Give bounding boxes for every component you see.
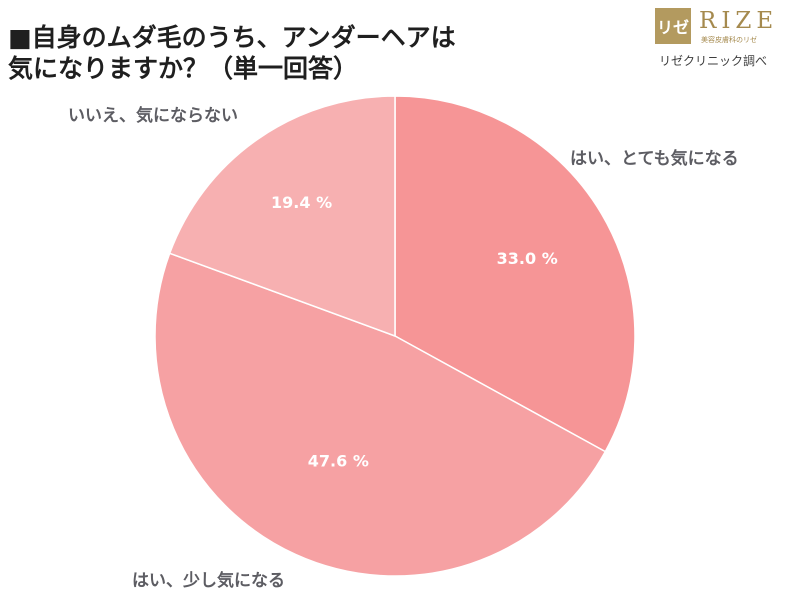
slice-value-label-2: 47.6 % — [308, 452, 369, 471]
rize-logo-subtitle: 美容皮膚科のリゼ — [701, 36, 757, 44]
chart-title-line-2: 気になりますか？（単一回答） — [8, 54, 359, 83]
slice-category-label-1: はい、とても気になる — [570, 148, 739, 169]
pie-slice-1 — [394, 95, 636, 453]
slice-value-label-1: 33.0 % — [497, 249, 558, 268]
chart-title-line-1: ■自身のムダ毛のうち、アンダーヘアは — [8, 23, 456, 52]
source-credit: リゼクリニック調べ — [659, 54, 768, 68]
rize-logo: リゼ RIZE 美容皮膚科のリゼ リゼクリニック調べ — [655, 8, 795, 72]
slice-category-label-2: はい、少し気になる — [132, 570, 285, 591]
pie-slice-2 — [154, 252, 607, 577]
slice-category-label-3: いいえ、気にならない — [68, 105, 238, 126]
pie-slice-3 — [168, 95, 396, 338]
chart-title: ■自身のムダ毛のうち、アンダーヘアは 気になりますか？（単一回答） — [8, 22, 568, 84]
rize-logo-name: RIZE — [699, 8, 779, 34]
rize-logo-mark: リゼ — [655, 8, 691, 44]
slice-value-label-3: 19.4 % — [271, 193, 332, 212]
